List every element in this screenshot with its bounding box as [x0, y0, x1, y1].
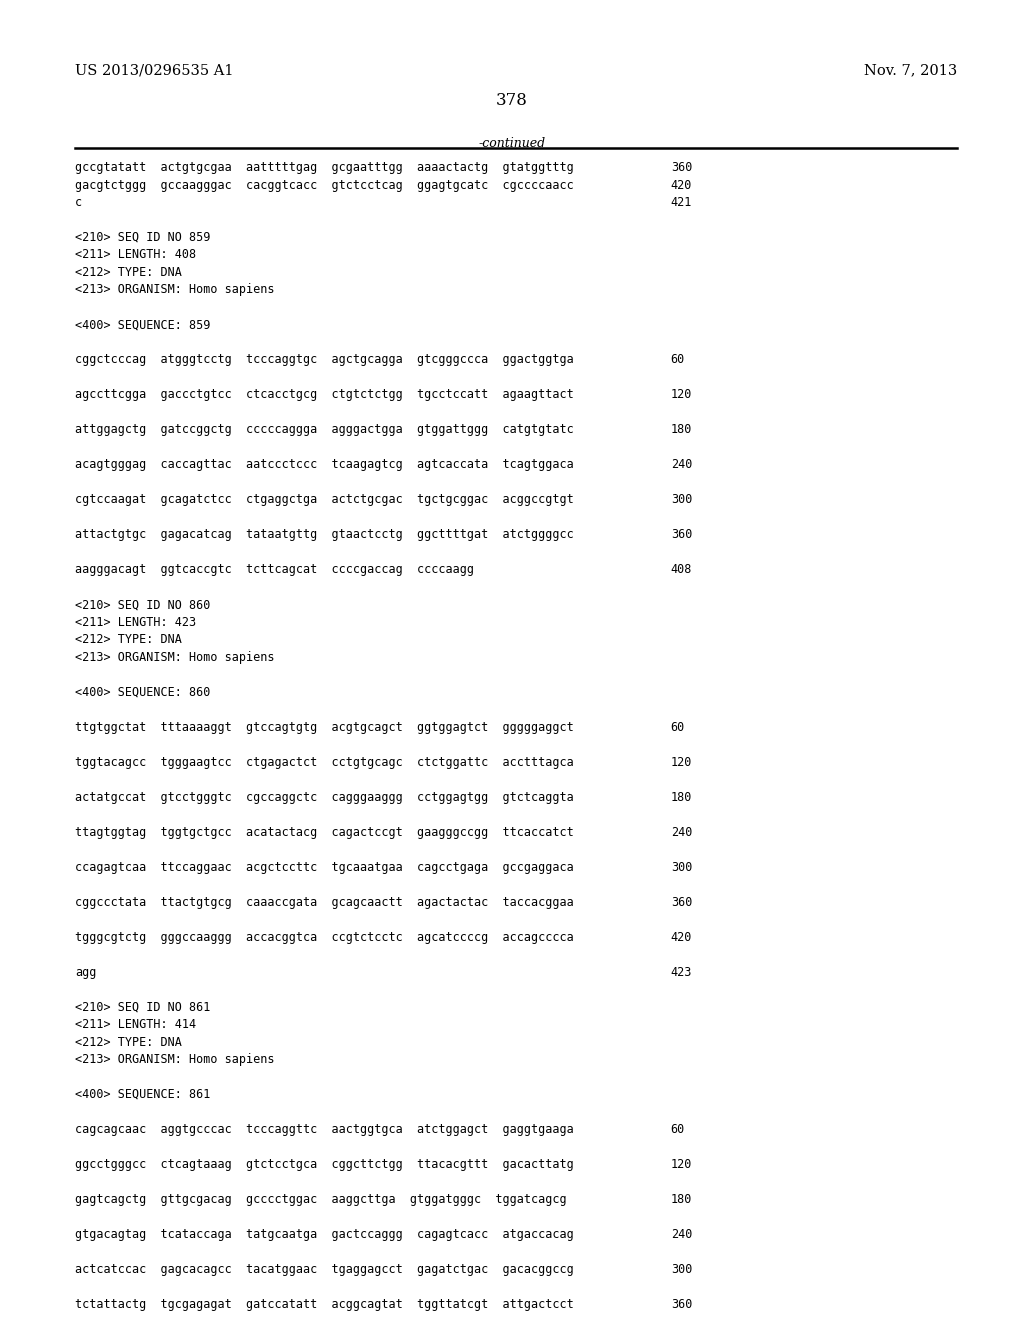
Text: <210> SEQ ID NO 860: <210> SEQ ID NO 860	[75, 598, 210, 611]
Text: cagcagcaac  aggtgcccac  tcccaggttc  aactggtgca  atctggagct  gaggtgaaga: cagcagcaac aggtgcccac tcccaggttc aactggt…	[75, 1123, 573, 1137]
Text: <213> ORGANISM: Homo sapiens: <213> ORGANISM: Homo sapiens	[75, 1053, 274, 1067]
Text: <212> TYPE: DNA: <212> TYPE: DNA	[75, 634, 181, 647]
Text: <210> SEQ ID NO 861: <210> SEQ ID NO 861	[75, 1001, 210, 1014]
Text: 360: 360	[671, 895, 692, 908]
Text: 60: 60	[671, 1123, 685, 1137]
Text: 120: 120	[671, 755, 692, 768]
Text: <400> SEQUENCE: 861: <400> SEQUENCE: 861	[75, 1088, 210, 1101]
Text: tctattactg  tgcgagagat  gatccatatt  acggcagtat  tggttatcgt  attgactcct: tctattactg tgcgagagat gatccatatt acggcag…	[75, 1298, 573, 1311]
Text: 300: 300	[671, 1263, 692, 1276]
Text: US 2013/0296535 A1: US 2013/0296535 A1	[75, 63, 233, 78]
Text: <211> LENGTH: 408: <211> LENGTH: 408	[75, 248, 196, 261]
Text: 360: 360	[671, 1298, 692, 1311]
Text: aagggacagt  ggtcaccgtc  tcttcagcat  ccccgaccag  ccccaagg: aagggacagt ggtcaccgtc tcttcagcat ccccgac…	[75, 564, 474, 577]
Text: <212> TYPE: DNA: <212> TYPE: DNA	[75, 1035, 181, 1048]
Text: tggtacagcc  tgggaagtcc  ctgagactct  cctgtgcagc  ctctggattc  acctttagca: tggtacagcc tgggaagtcc ctgagactct cctgtgc…	[75, 755, 573, 768]
Text: actcatccac  gagcacagcc  tacatggaac  tgaggagcct  gagatctgac  gacacggccg: actcatccac gagcacagcc tacatggaac tgaggag…	[75, 1263, 573, 1276]
Text: 360: 360	[671, 161, 692, 174]
Text: <210> SEQ ID NO 859: <210> SEQ ID NO 859	[75, 231, 210, 244]
Text: agg: agg	[75, 965, 96, 978]
Text: 120: 120	[671, 1158, 692, 1171]
Text: 180: 180	[671, 424, 692, 437]
Text: -continued: -continued	[478, 137, 546, 150]
Text: gacgtctggg  gccaagggac  cacggtcacc  gtctcctcag  ggagtgcatc  cgccccaacc: gacgtctggg gccaagggac cacggtcacc gtctcct…	[75, 178, 573, 191]
Text: 240: 240	[671, 1228, 692, 1241]
Text: 60: 60	[671, 354, 685, 367]
Text: <213> ORGANISM: Homo sapiens: <213> ORGANISM: Homo sapiens	[75, 284, 274, 297]
Text: gagtcagctg  gttgcgacag  gcccctggac  aaggcttga  gtggatgggc  tggatcagcg: gagtcagctg gttgcgacag gcccctggac aaggctt…	[75, 1193, 566, 1206]
Text: 378: 378	[496, 92, 528, 110]
Text: <212> TYPE: DNA: <212> TYPE: DNA	[75, 267, 181, 279]
Text: 300: 300	[671, 494, 692, 507]
Text: tgggcgtctg  gggccaaggg  accacggtca  ccgtctcctc  agcatccccg  accagcccca: tgggcgtctg gggccaaggg accacggtca ccgtctc…	[75, 931, 573, 944]
Text: 60: 60	[671, 721, 685, 734]
Text: <400> SEQUENCE: 859: <400> SEQUENCE: 859	[75, 318, 210, 331]
Text: cggctcccag  atgggtcctg  tcccaggtgc  agctgcagga  gtcgggccca  ggactggtga: cggctcccag atgggtcctg tcccaggtgc agctgca…	[75, 354, 573, 367]
Text: <213> ORGANISM: Homo sapiens: <213> ORGANISM: Homo sapiens	[75, 651, 274, 664]
Text: <211> LENGTH: 423: <211> LENGTH: 423	[75, 615, 196, 628]
Text: actatgccat  gtcctgggtc  cgccaggctc  cagggaaggg  cctggagtgg  gtctcaggta: actatgccat gtcctgggtc cgccaggctc cagggaa…	[75, 791, 573, 804]
Text: ggcctgggcc  ctcagtaaag  gtctcctgca  cggcttctgg  ttacacgttt  gacacttatg: ggcctgggcc ctcagtaaag gtctcctgca cggcttc…	[75, 1158, 573, 1171]
Text: acagtgggag  caccagttac  aatccctccc  tcaagagtcg  agtcaccata  tcagtggaca: acagtgggag caccagttac aatccctccc tcaagag…	[75, 458, 573, 471]
Text: gtgacagtag  tcataccaga  tatgcaatga  gactccaggg  cagagtcacc  atgaccacag: gtgacagtag tcataccaga tatgcaatga gactcca…	[75, 1228, 573, 1241]
Text: gccgtatatt  actgtgcgaa  aatttttgag  gcgaatttgg  aaaactactg  gtatggtttg: gccgtatatt actgtgcgaa aatttttgag gcgaatt…	[75, 161, 573, 174]
Text: 360: 360	[671, 528, 692, 541]
Text: 240: 240	[671, 458, 692, 471]
Text: 120: 120	[671, 388, 692, 401]
Text: 423: 423	[671, 965, 692, 978]
Text: 420: 420	[671, 178, 692, 191]
Text: 420: 420	[671, 931, 692, 944]
Text: ttagtggtag  tggtgctgcc  acatactacg  cagactccgt  gaagggccgg  ttcaccatct: ttagtggtag tggtgctgcc acatactacg cagactc…	[75, 826, 573, 838]
Text: attggagctg  gatccggctg  cccccaggga  agggactgga  gtggattggg  catgtgtatc: attggagctg gatccggctg cccccaggga agggact…	[75, 424, 573, 437]
Text: ttgtggctat  tttaaaaggt  gtccagtgtg  acgtgcagct  ggtggagtct  gggggaggct: ttgtggctat tttaaaaggt gtccagtgtg acgtgca…	[75, 721, 573, 734]
Text: 180: 180	[671, 1193, 692, 1206]
Text: <211> LENGTH: 414: <211> LENGTH: 414	[75, 1018, 196, 1031]
Text: 408: 408	[671, 564, 692, 577]
Text: 240: 240	[671, 826, 692, 838]
Text: c: c	[75, 195, 82, 209]
Text: 421: 421	[671, 195, 692, 209]
Text: 180: 180	[671, 791, 692, 804]
Text: attactgtgc  gagacatcag  tataatgttg  gtaactcctg  ggcttttgat  atctggggcc: attactgtgc gagacatcag tataatgttg gtaactc…	[75, 528, 573, 541]
Text: cggccctata  ttactgtgcg  caaaccgata  gcagcaactt  agactactac  taccacggaa: cggccctata ttactgtgcg caaaccgata gcagcaa…	[75, 895, 573, 908]
Text: <400> SEQUENCE: 860: <400> SEQUENCE: 860	[75, 685, 210, 698]
Text: cgtccaagat  gcagatctcc  ctgaggctga  actctgcgac  tgctgcggac  acggccgtgt: cgtccaagat gcagatctcc ctgaggctga actctgc…	[75, 494, 573, 507]
Text: ccagagtcaa  ttccaggaac  acgctccttc  tgcaaatgaa  cagcctgaga  gccgaggaca: ccagagtcaa ttccaggaac acgctccttc tgcaaat…	[75, 861, 573, 874]
Text: 300: 300	[671, 861, 692, 874]
Text: Nov. 7, 2013: Nov. 7, 2013	[864, 63, 957, 78]
Text: agccttcgga  gaccctgtcc  ctcacctgcg  ctgtctctgg  tgcctccatt  agaagttact: agccttcgga gaccctgtcc ctcacctgcg ctgtctc…	[75, 388, 573, 401]
